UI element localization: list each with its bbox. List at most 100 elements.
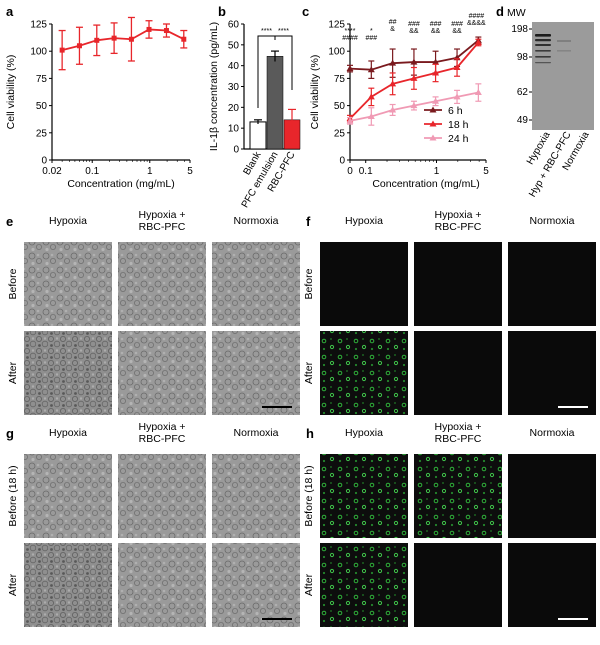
micro-h-row-label: Before (18 h): [303, 465, 315, 526]
micro-g-image: [118, 543, 206, 627]
chart-b-y-tick-label: 40: [228, 61, 240, 72]
panel-label-e: e: [6, 214, 13, 229]
chart-c-legend-label: 6 h: [448, 105, 463, 117]
panel-label-c: c: [302, 4, 309, 19]
chart-c-point: [367, 112, 375, 119]
chart-c-legend-marker: [429, 106, 437, 113]
micro-g-row-label: Before (18 h): [7, 465, 19, 526]
chart-c-annotation: ###: [430, 21, 442, 28]
blot-mw-label: 198: [511, 24, 528, 35]
chart-b-y-tick-label: 30: [228, 82, 240, 93]
chart-c-y-tick-label: 0: [339, 156, 345, 167]
chart-c-point: [410, 102, 418, 109]
micro-f-image: [414, 331, 502, 415]
micro-f-col-header: Normoxia: [530, 215, 575, 227]
micro-e-image: [118, 242, 206, 326]
chart-c-point: [432, 97, 440, 104]
micro-g-image: [212, 543, 300, 627]
micro-f-col-header: Hypoxia +: [435, 209, 482, 221]
micro-f-col-header: Hypoxia: [345, 215, 383, 227]
chart-c-annotation: &&: [452, 28, 462, 35]
chart-a-point: [59, 47, 65, 53]
micro-g-image: [24, 454, 112, 538]
micro-e-col-header: Hypoxia +: [139, 209, 186, 221]
micro-e-col-header: Hypoxia: [49, 215, 87, 227]
chart-c-point: [453, 93, 461, 100]
chart-b: 0 10 20 30 40 50 60 IL-1β concentration (pg/mL)…: [208, 20, 301, 210]
blot-mw-title: MW: [507, 7, 526, 19]
chart-a-point: [128, 36, 134, 42]
chart-c-point: [474, 38, 482, 45]
chart-b-y-tick-label: 20: [228, 103, 240, 114]
chart-a-y-tick-label: 0: [41, 156, 47, 167]
chart-b-bar: [266, 56, 284, 150]
micro-f-row-label: Before: [303, 268, 315, 299]
micro-h-image: [508, 543, 596, 627]
chart-b-y-label: IL-1β concentration (pg/mL): [208, 22, 220, 151]
panel-label-g: g: [6, 426, 14, 441]
chart-a-x-label: Concentration (mg/mL): [67, 178, 174, 190]
chart-c-annotation: ##: [389, 19, 397, 26]
micro-e: Hypoxia Hypoxia +RBC-PFC Normoxia Before Aft…: [7, 209, 300, 415]
chart-a-y-tick-label: 25: [36, 128, 48, 139]
chart-c-annotation: ###: [408, 21, 420, 28]
chart-c-legend-label: 18 h: [448, 119, 469, 131]
blot-band-hypoxia: [535, 62, 551, 64]
chart-c-annotation: &: [390, 26, 395, 33]
chart-b-bar: [249, 121, 267, 150]
chart-c-x-tick-label: 0: [347, 166, 353, 177]
blot-band-hypoxia: [535, 39, 551, 42]
micro-g-col-header: Hypoxia: [49, 427, 87, 439]
micro-f-image: [414, 242, 502, 326]
chart-b-y-tick-label: 0: [233, 145, 239, 156]
chart-c-y-tick-label: 50: [334, 101, 346, 112]
chart-a-point: [146, 26, 152, 32]
micro-h-row-label: After: [303, 573, 315, 596]
chart-c-y-tick-label: 125: [328, 20, 345, 31]
chart-c-point: [367, 66, 375, 73]
panel-label-d: d: [496, 4, 504, 19]
chart-c-legend-marker: [429, 120, 437, 127]
blot-band-hypoxia: [535, 34, 551, 37]
chart-c-point: [346, 117, 354, 124]
blot-band-faint: [557, 50, 571, 52]
chart-c-y-tick-label: 25: [334, 128, 346, 139]
micro-h-col-header: Normoxia: [530, 427, 575, 439]
micro-f-image: [320, 331, 408, 415]
micro-f: Hypoxia Hypoxia +RBC-PFC Normoxia Before Aft…: [303, 209, 596, 415]
chart-c-y-tick-label: 75: [334, 74, 346, 85]
micro-e-image: [118, 331, 206, 415]
chart-b-y-tick-label: 60: [228, 20, 240, 31]
chart-c-annotation: ****: [345, 28, 356, 35]
micro-e-image: [24, 331, 112, 415]
chart-c-point: [410, 58, 418, 65]
chart-b-sig-label: ****: [261, 28, 272, 35]
chart-b-y-tick-label: 10: [228, 124, 240, 135]
panel-label-h: h: [306, 426, 314, 441]
blot-membrane: [532, 22, 594, 130]
chart-c-annotation: ###: [451, 21, 463, 28]
micro-e-col-header: Normoxia: [234, 215, 279, 227]
chart-a-x-tick-label: 0.02: [42, 166, 62, 177]
micro-h-image: [320, 543, 408, 627]
chart-a-point: [181, 36, 187, 42]
chart-a-x-tick-label: 0.1: [85, 166, 99, 177]
chart-c-point: [410, 74, 418, 81]
micro-g-image: [212, 454, 300, 538]
chart-c-annotation: *: [370, 28, 373, 35]
chart-c-legend-label: 24 h: [448, 133, 469, 145]
micro-g-image: [118, 454, 206, 538]
micro-g: Hypoxia Hypoxia +RBC-PFC Normoxia Before (1…: [7, 421, 300, 627]
micro-e-image: [212, 331, 300, 415]
chart-c: 0 25 50 75 100 125 Cell viability (%) 0 0.1 1 5 Con…: [309, 13, 489, 190]
micro-g-image: [24, 543, 112, 627]
micro-h-col-header: RBC-PFC: [435, 433, 482, 445]
blot-mw-label: 49: [517, 115, 529, 126]
chart-c-x-tick-label: 0.1: [359, 166, 373, 177]
chart-a-point: [76, 43, 82, 49]
chart-b-y-tick-label: 50: [228, 40, 240, 51]
panel-label-f: f: [306, 214, 311, 229]
chart-c-point: [346, 65, 354, 72]
